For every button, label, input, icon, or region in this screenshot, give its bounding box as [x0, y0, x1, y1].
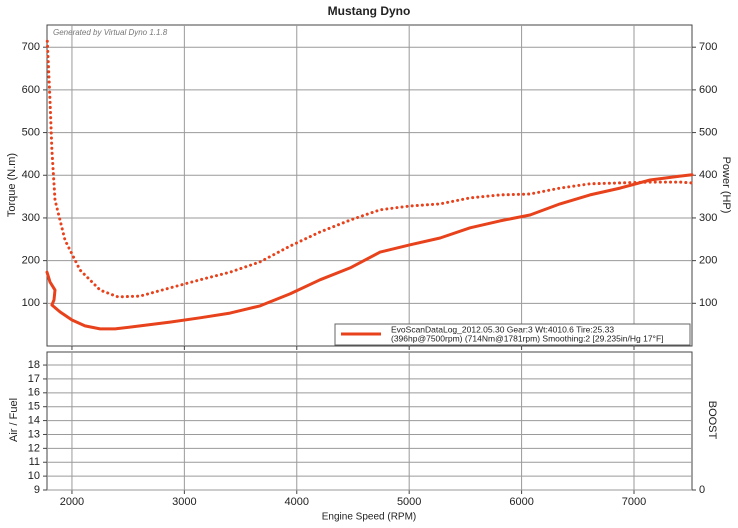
- y-tick-label: 14: [28, 414, 40, 426]
- y-tick-label: 13: [28, 428, 40, 440]
- x-tick-label: 4000: [285, 496, 309, 508]
- y-tick-label: 9: [34, 484, 40, 496]
- data-line: [45, 39, 694, 299]
- x-tick-label: 7000: [622, 496, 646, 508]
- y-tick-label: 15: [28, 401, 40, 413]
- legend-box: [334, 323, 691, 346]
- y-tick-label: 10: [28, 470, 40, 482]
- x-tick-label: 3000: [172, 496, 196, 508]
- x-tick-label: 2000: [60, 496, 84, 508]
- y2-tick-label: 200: [699, 255, 717, 267]
- y2-tick-label: 700: [699, 41, 717, 53]
- y-axis-label: Torque (N.m): [6, 153, 18, 217]
- y-tick-label: 700: [22, 41, 40, 53]
- y2-tick-label: 100: [699, 297, 717, 309]
- y-tick-label: 11: [29, 456, 40, 468]
- y-axis-label: Air / Fuel: [8, 398, 20, 442]
- y2-tick-label: 600: [699, 84, 717, 96]
- y2-tick-label: 0: [699, 484, 705, 496]
- chart-title: Mustang Dyno: [328, 4, 411, 18]
- x-axis-label: Engine Speed (RPM): [322, 512, 417, 523]
- y2-axis-label: Power (HP): [720, 157, 732, 214]
- y-tick-label: 12: [28, 442, 40, 454]
- y2-tick-label: 500: [699, 126, 717, 138]
- y-tick-label: 100: [22, 297, 40, 309]
- y2-tick-label: 300: [699, 212, 717, 224]
- y-tick-label: 18: [28, 359, 40, 371]
- watermark: Generated by Virtual Dyno 1.1.8: [53, 28, 168, 37]
- y-tick-label: 17: [28, 373, 40, 385]
- x-tick-label: 5000: [397, 496, 421, 508]
- y-tick-label: 200: [22, 255, 40, 267]
- y-tick-label: 16: [28, 387, 40, 399]
- plot-area: [46, 24, 693, 347]
- data-line: [45, 173, 694, 331]
- y2-tick-label: 400: [699, 169, 717, 181]
- y-tick-label: 400: [22, 169, 40, 181]
- y-tick-label: 500: [22, 126, 40, 138]
- legend-text: EvoScanDataLog_2012.05.30 Gear:3 Wt:4010…: [391, 324, 614, 334]
- y-tick-label: 300: [22, 212, 40, 224]
- y-tick-label: 600: [22, 84, 40, 96]
- legend-text: (396hp@7500rpm) (714Nm@1781rpm) Smoothin…: [391, 333, 664, 343]
- y2-axis-label: BOOST: [706, 401, 718, 440]
- x-tick-label: 6000: [509, 496, 533, 508]
